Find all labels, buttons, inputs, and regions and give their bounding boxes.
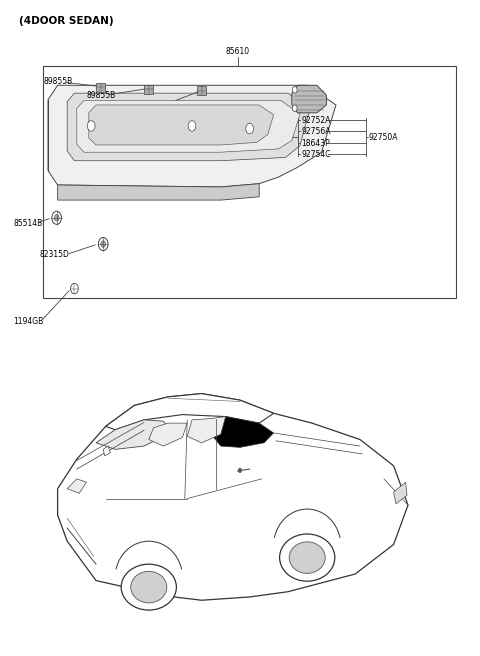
Polygon shape <box>211 417 274 447</box>
Circle shape <box>246 123 253 134</box>
Polygon shape <box>89 105 274 145</box>
Text: 89855B: 89855B <box>86 91 116 100</box>
Polygon shape <box>149 423 187 446</box>
Text: 85610: 85610 <box>226 47 250 56</box>
Polygon shape <box>103 446 110 456</box>
Circle shape <box>54 215 59 221</box>
Polygon shape <box>292 85 326 113</box>
Text: 85514B: 85514B <box>13 218 43 228</box>
Polygon shape <box>58 394 408 600</box>
Text: 89855B: 89855B <box>43 77 72 87</box>
Circle shape <box>238 468 242 473</box>
Text: 89855B: 89855B <box>134 104 164 113</box>
Text: 18643P: 18643P <box>301 138 330 148</box>
Text: 92754C: 92754C <box>301 150 331 159</box>
Bar <box>144 85 153 94</box>
Circle shape <box>98 237 108 251</box>
Circle shape <box>188 121 196 131</box>
Polygon shape <box>67 479 86 493</box>
Polygon shape <box>77 100 300 152</box>
Bar <box>96 83 105 92</box>
Circle shape <box>71 283 78 294</box>
Circle shape <box>52 211 61 224</box>
Polygon shape <box>187 417 226 443</box>
Text: 92750A: 92750A <box>369 133 398 142</box>
Bar <box>197 86 206 95</box>
Circle shape <box>292 87 297 93</box>
Bar <box>43 66 456 298</box>
Polygon shape <box>96 420 173 449</box>
Circle shape <box>87 121 95 131</box>
Ellipse shape <box>121 564 177 610</box>
Polygon shape <box>106 394 274 430</box>
Circle shape <box>292 105 297 112</box>
Polygon shape <box>394 482 407 504</box>
Circle shape <box>101 241 106 247</box>
Ellipse shape <box>279 534 335 581</box>
Polygon shape <box>48 85 336 187</box>
Text: 92752A: 92752A <box>301 115 331 125</box>
Polygon shape <box>58 184 259 200</box>
Ellipse shape <box>289 542 325 573</box>
Polygon shape <box>67 93 310 161</box>
Text: 1194GB: 1194GB <box>13 317 44 326</box>
Text: (4DOOR SEDAN): (4DOOR SEDAN) <box>19 16 114 26</box>
Ellipse shape <box>131 571 167 603</box>
Text: 92756A: 92756A <box>301 127 331 136</box>
Text: 82315D: 82315D <box>39 250 69 259</box>
